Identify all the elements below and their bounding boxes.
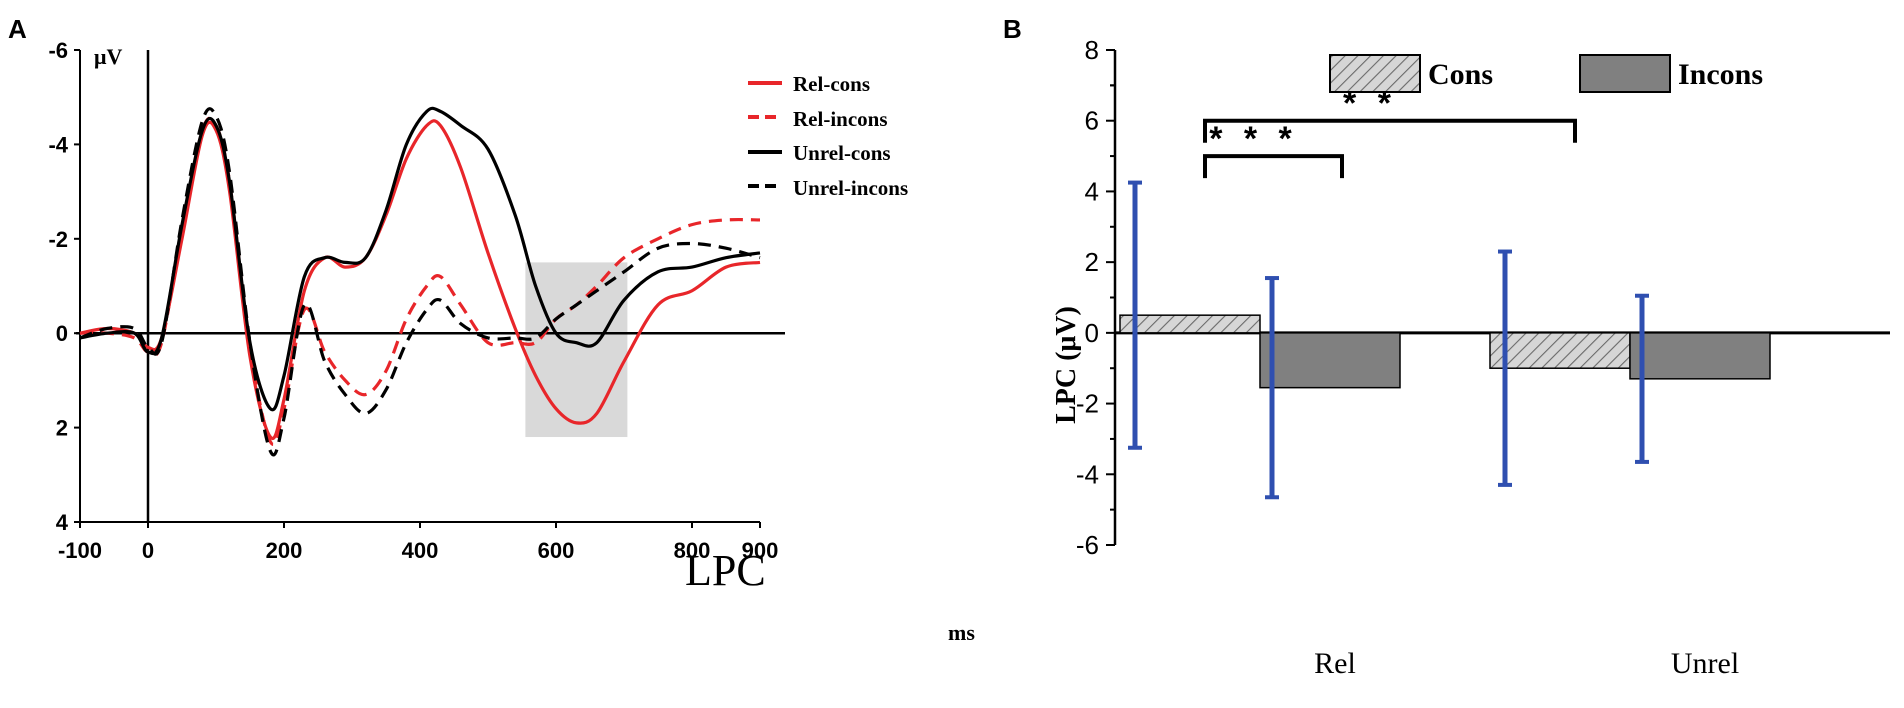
x-tick-label: 0 <box>142 538 154 563</box>
lpc-shaded-region <box>525 262 628 438</box>
x-tick-label: 400 <box>402 538 439 563</box>
category-label-rel: Rel <box>1314 647 1356 680</box>
panel-b-bars <box>1119 314 1771 389</box>
panel-b-legend: Cons Incons <box>1329 54 1763 93</box>
panel-b-tick-labels: -6 -4 -2 0 2 4 6 8 <box>1076 35 1099 560</box>
panel-b-letter: B <box>1003 14 1022 44</box>
x-tick-label: 800 <box>674 538 711 563</box>
panel-a-waveforms <box>79 106 761 457</box>
panel-a-letter: A <box>8 14 27 44</box>
panel-b-bar-chart: B LPC (μV) -6 -4 -2 0 2 4 6 8 * * ** * Rel Unre… <box>1003 14 1890 680</box>
series-line-rel-incons <box>79 116 761 446</box>
panel-a-erp-chart: A -6 -4 -2 0 2 4 -100 0 200 400 600 800 900 μV ms LP… <box>8 14 975 645</box>
lpc-window-shading <box>525 262 628 438</box>
y-tick-label: 0 <box>1085 318 1099 348</box>
y-tick-label: -6 <box>48 38 68 63</box>
y-tick-label: 4 <box>56 510 69 535</box>
y-tick-label: -2 <box>1076 389 1099 419</box>
y-tick-label: -2 <box>48 227 68 252</box>
y-tick-label: -4 <box>1076 459 1099 489</box>
panel-a-axes <box>74 49 785 528</box>
y-tick-label: 2 <box>1085 247 1099 277</box>
y-tick-label: 8 <box>1085 35 1099 65</box>
legend-unrel-cons: Unrel-cons <box>793 141 891 165</box>
series-line-unrel-cons <box>79 106 761 412</box>
y-tick-label: 4 <box>1085 176 1099 206</box>
y-unit-label: μV <box>94 44 122 69</box>
y-tick-label: -4 <box>48 132 68 157</box>
panel-b-error-bars <box>1128 180 1649 500</box>
category-label-unrel: Unrel <box>1671 647 1739 680</box>
series-line-unrel-incons <box>79 107 761 457</box>
bar-rel-incons <box>1259 332 1401 389</box>
legend-unrel-incons: Unrel-incons <box>793 176 908 200</box>
y-tick-label: 2 <box>56 416 68 441</box>
x-tick-label: 900 <box>742 538 779 563</box>
legend-rel-cons: Rel-cons <box>793 72 870 96</box>
legend-rel-incons: Rel-incons <box>793 107 888 131</box>
panel-a-tick-labels: -6 -4 -2 0 2 4 -100 0 200 400 600 800 900 <box>48 38 778 563</box>
legend-incons: Incons <box>1678 58 1763 91</box>
y-tick-label: 0 <box>56 321 68 346</box>
x-tick-label: 200 <box>266 538 303 563</box>
legend-swatch-cons <box>1329 54 1421 93</box>
significance-bracket <box>1203 118 1577 143</box>
y-tick-label: 6 <box>1085 106 1099 136</box>
bar-rel-cons <box>1119 314 1261 334</box>
x-unit-label: ms <box>948 620 975 645</box>
x-tick-label: -100 <box>58 538 102 563</box>
legend-swatch-incons <box>1579 54 1671 93</box>
significance-stars: * * * <box>1209 120 1298 158</box>
significance-brackets: * * ** * <box>1203 85 1577 179</box>
y-tick-label: -6 <box>1076 530 1099 560</box>
panel-a-legend: Rel-cons Rel-incons Unrel-cons Unrel-inc… <box>748 72 908 200</box>
series-line-rel-cons <box>79 119 761 441</box>
legend-cons: Cons <box>1428 58 1493 91</box>
bar-unrel-incons <box>1629 332 1771 380</box>
lpc-window-label: LPC <box>685 546 766 595</box>
x-tick-label: 600 <box>538 538 575 563</box>
bar-unrel-cons <box>1489 332 1631 369</box>
significance-bracket <box>1203 154 1344 179</box>
y-axis-label: LPC (μV) <box>1051 306 1082 424</box>
